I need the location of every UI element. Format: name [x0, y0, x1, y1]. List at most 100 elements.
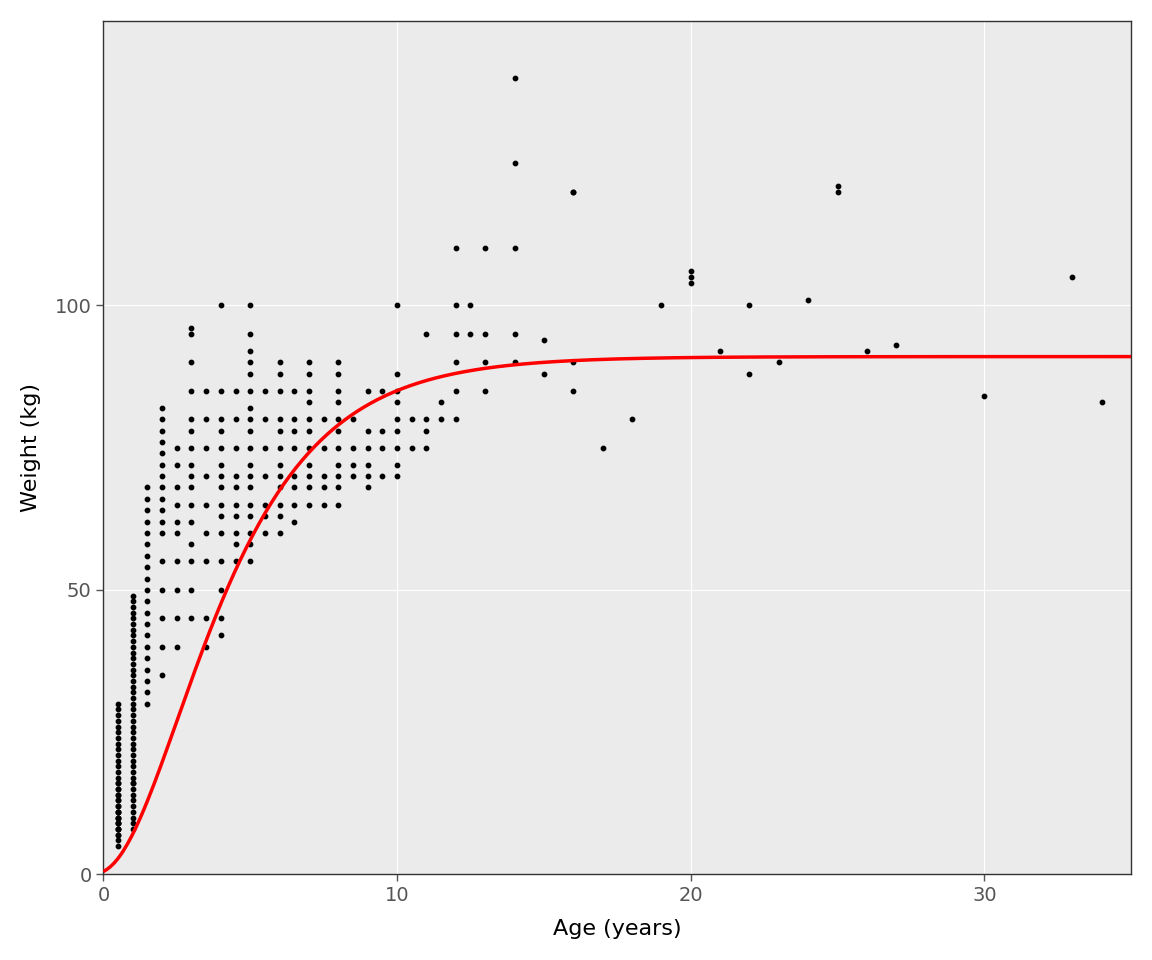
Point [123, 628, 142, 643]
Point [212, 508, 230, 523]
Point [300, 412, 318, 427]
Point [564, 354, 583, 370]
Point [271, 354, 289, 370]
Point [109, 821, 128, 836]
Point [138, 696, 157, 711]
Point [138, 537, 157, 552]
Point [256, 468, 274, 484]
Point [432, 395, 450, 410]
Point [153, 514, 172, 529]
Point [138, 492, 157, 507]
Point [123, 810, 142, 826]
Point [109, 838, 128, 853]
Point [123, 781, 142, 797]
Point [358, 423, 377, 439]
Point [506, 70, 524, 85]
Point [241, 468, 259, 484]
Point [212, 583, 230, 598]
Point [197, 412, 215, 427]
Point [109, 799, 128, 814]
Point [182, 514, 200, 529]
Point [167, 611, 185, 626]
Point [300, 457, 318, 472]
Point [123, 708, 142, 723]
Point [123, 616, 142, 632]
Point [241, 508, 259, 523]
Point [314, 497, 333, 513]
Point [271, 440, 289, 455]
Point [682, 275, 700, 290]
Point [109, 810, 128, 826]
Point [123, 776, 142, 791]
Point [123, 599, 142, 614]
Point [182, 354, 200, 370]
Point [241, 537, 259, 552]
Point [388, 412, 407, 427]
Point [300, 366, 318, 381]
Point [432, 412, 450, 427]
Point [123, 816, 142, 831]
Point [241, 400, 259, 416]
Point [241, 412, 259, 427]
Point [197, 497, 215, 513]
Point [123, 741, 142, 756]
Point [271, 383, 289, 398]
Point [799, 292, 818, 307]
Point [682, 269, 700, 284]
Point [343, 440, 362, 455]
Point [285, 440, 303, 455]
Point [153, 457, 172, 472]
Point [506, 156, 524, 171]
Point [447, 241, 465, 256]
Point [167, 457, 185, 472]
Point [226, 468, 244, 484]
Point [358, 480, 377, 495]
Point [535, 332, 553, 348]
Point [1063, 269, 1082, 284]
Point [329, 457, 348, 472]
Point [564, 383, 583, 398]
Point [109, 799, 128, 814]
Point [123, 731, 142, 746]
Point [329, 354, 348, 370]
Point [109, 827, 128, 842]
Point [182, 583, 200, 598]
Point [447, 354, 465, 370]
Point [123, 725, 142, 740]
Point [123, 667, 142, 683]
Point [388, 440, 407, 455]
Point [226, 383, 244, 398]
Point [109, 832, 128, 848]
Point [828, 184, 847, 200]
Point [138, 503, 157, 518]
Point [109, 708, 128, 723]
Point [212, 497, 230, 513]
Point [256, 525, 274, 540]
Point [182, 611, 200, 626]
Point [123, 764, 142, 780]
Point [109, 702, 128, 717]
Point [402, 440, 420, 455]
Point [109, 816, 128, 831]
Point [123, 622, 142, 637]
Point [182, 321, 200, 336]
Point [123, 588, 142, 603]
Point [138, 616, 157, 632]
Point [109, 781, 128, 797]
Point [271, 366, 289, 381]
Point [343, 468, 362, 484]
Point [109, 821, 128, 836]
Point [109, 787, 128, 803]
Point [167, 440, 185, 455]
Point [153, 525, 172, 540]
Point [123, 719, 142, 734]
Point [682, 264, 700, 279]
Point [109, 776, 128, 791]
Point [329, 395, 348, 410]
Point [197, 554, 215, 569]
Point [388, 395, 407, 410]
Point [461, 298, 479, 313]
Point [300, 480, 318, 495]
Point [212, 440, 230, 455]
Point [182, 440, 200, 455]
